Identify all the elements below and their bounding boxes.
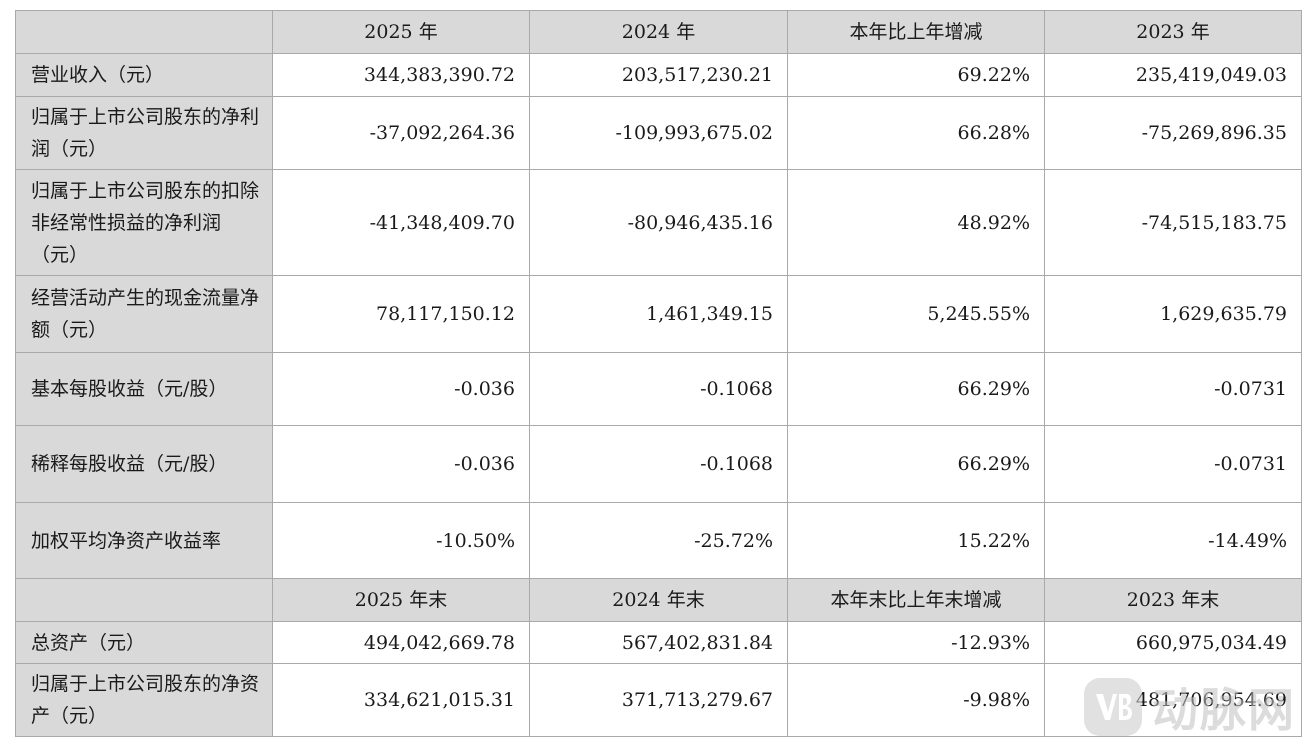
cell-2024: -109,993,675.02 (529, 96, 788, 170)
header-2023: 2023 年 (1044, 10, 1302, 54)
table-row: 归属于上市公司股东的净资产（元） 334,621,015.31 371,713,… (15, 663, 1302, 737)
cell-2023: 1,629,635.79 (1044, 275, 1302, 353)
cell-2023: -74,515,183.75 (1044, 169, 1302, 276)
header-2025-end: 2025 年末 (272, 578, 530, 622)
cell-2024-end: 371,713,279.67 (529, 663, 788, 737)
cell-2024: -0.1068 (529, 352, 788, 426)
cell-2025: 78,117,150.12 (272, 275, 530, 353)
cell-2025-end: 494,042,669.78 (272, 621, 530, 664)
cell-2023-end: 660,975,034.49 (1044, 621, 1302, 664)
cell-2024-end: 567,402,831.84 (529, 621, 788, 664)
table-row: 加权平均净资产收益率 -10.50% -25.72% 15.22% -14.49… (15, 502, 1302, 579)
header-change-end: 本年末比上年末增减 (787, 578, 1045, 622)
cell-change: 15.22% (787, 502, 1045, 579)
cell-2025-end: 334,621,015.31 (272, 663, 530, 737)
table-row: 稀释每股收益（元/股） -0.036 -0.1068 66.29% -0.073… (15, 425, 1302, 503)
header-blank-cell (15, 10, 273, 54)
cell-change: 69.22% (787, 53, 1045, 97)
row-label: 营业收入（元） (15, 53, 273, 97)
vb-logo-icon (1084, 678, 1142, 736)
watermark-text: 动脉网 (1152, 683, 1296, 737)
header-2024-end: 2024 年末 (529, 578, 788, 622)
watermark: 动脉网 (1084, 674, 1296, 740)
row-label: 归属于上市公司股东的净利润（元） (15, 96, 273, 170)
financial-summary-table: 2025 年 2024 年 本年比上年增减 2023 年 营业收入（元） 344… (15, 10, 1302, 737)
cell-change: 66.29% (787, 352, 1045, 426)
cell-2024: 203,517,230.21 (529, 53, 788, 97)
table-row: 总资产（元） 494,042,669.78 567,402,831.84 -12… (15, 621, 1302, 664)
row-label: 归属于上市公司股东的扣除非经常性损益的净利润（元） (15, 169, 273, 276)
table-row: 营业收入（元） 344,383,390.72 203,517,230.21 69… (15, 53, 1302, 97)
cell-2025: -37,092,264.36 (272, 96, 530, 170)
cell-change: 5,245.55% (787, 275, 1045, 353)
cell-2023: -75,269,896.35 (1044, 96, 1302, 170)
cell-change-end: -9.98% (787, 663, 1045, 737)
cell-2025: -41,348,409.70 (272, 169, 530, 276)
row-label: 基本每股收益（元/股） (15, 352, 273, 426)
cell-2023-end: 481,706,954.69 (1044, 663, 1302, 737)
cell-change: 66.28% (787, 96, 1045, 170)
cell-2023: -14.49% (1044, 502, 1302, 579)
header-row-balance: 2025 年末 2024 年末 本年末比上年末增减 2023 年末 (15, 578, 1302, 622)
header-blank-cell (15, 578, 273, 622)
cell-2023: 235,419,049.03 (1044, 53, 1302, 97)
table-row: 基本每股收益（元/股） -0.036 -0.1068 66.29% -0.073… (15, 352, 1302, 426)
header-2025: 2025 年 (272, 10, 530, 54)
cell-2025: -0.036 (272, 352, 530, 426)
cell-change: 66.29% (787, 425, 1045, 503)
cell-2025: 344,383,390.72 (272, 53, 530, 97)
cell-2024: 1,461,349.15 (529, 275, 788, 353)
cell-2024: -0.1068 (529, 425, 788, 503)
table-row: 归属于上市公司股东的净利润（元） -37,092,264.36 -109,993… (15, 96, 1302, 170)
row-label: 经营活动产生的现金流量净额（元） (15, 275, 273, 353)
row-label: 加权平均净资产收益率 (15, 502, 273, 579)
header-2024: 2024 年 (529, 10, 788, 54)
cell-change-end: -12.93% (787, 621, 1045, 664)
table-row: 经营活动产生的现金流量净额（元） 78,117,150.12 1,461,349… (15, 275, 1302, 353)
row-label: 稀释每股收益（元/股） (15, 425, 273, 503)
cell-2024: -25.72% (529, 502, 788, 579)
header-row-current: 2025 年 2024 年 本年比上年增减 2023 年 (15, 10, 1302, 54)
cell-2025: -0.036 (272, 425, 530, 503)
cell-2024: -80,946,435.16 (529, 169, 788, 276)
header-2023-end: 2023 年末 (1044, 578, 1302, 622)
table-row: 归属于上市公司股东的扣除非经常性损益的净利润（元） -41,348,409.70… (15, 169, 1302, 276)
cell-change: 48.92% (787, 169, 1045, 276)
header-change: 本年比上年增减 (787, 10, 1045, 54)
cell-2025: -10.50% (272, 502, 530, 579)
row-label: 总资产（元） (15, 621, 273, 664)
cell-2023: -0.0731 (1044, 425, 1302, 503)
row-label: 归属于上市公司股东的净资产（元） (15, 663, 273, 737)
cell-2023: -0.0731 (1044, 352, 1302, 426)
